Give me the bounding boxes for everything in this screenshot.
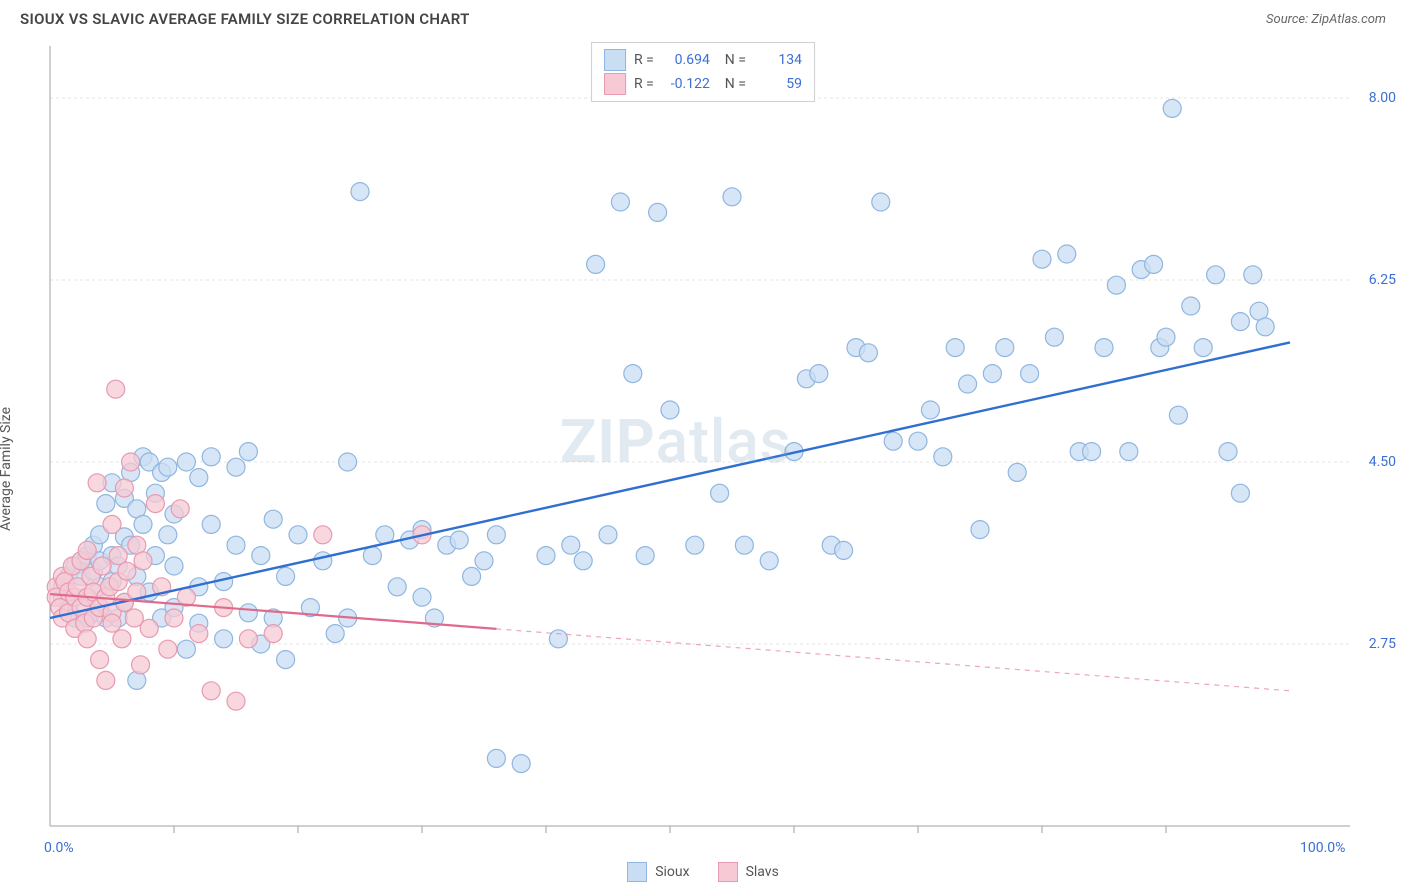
legend-swatch-slavs [604,73,626,95]
y-tick-label: 4.50 [1369,454,1396,470]
x-axis-min-label: 0.0% [44,840,74,856]
legend-r-label: R = [634,76,654,92]
series-legend-slavs: Slavs [718,862,779,882]
chart-source: Source: ZipAtlas.com [1266,12,1386,27]
series-name-slavs: Slavs [746,864,779,880]
correlation-legend: R = 0.694 N = 134 R = -0.122 N = 59 [591,42,815,102]
legend-r-value-sioux: 0.694 [662,52,710,68]
legend-swatch-sioux [627,862,647,882]
legend-n-value-sioux: 134 [754,52,802,68]
chart-header: SIOUX VS SLAVIC AVERAGE FAMILY SIZE CORR… [0,0,1406,36]
series-legend: Sioux Slavs [0,862,1406,882]
legend-r-value-slavs: -0.122 [662,76,710,92]
scatter-plot [0,36,1406,866]
legend-n-label: N = [718,52,746,68]
legend-row-slavs: R = -0.122 N = 59 [604,73,802,95]
series-name-sioux: Sioux [655,864,689,880]
x-axis-max-label: 100.0% [1300,840,1345,856]
series-legend-sioux: Sioux [627,862,689,882]
legend-row-sioux: R = 0.694 N = 134 [604,49,802,71]
y-tick-label: 6.25 [1369,272,1396,288]
y-tick-label: 2.75 [1369,636,1396,652]
chart-area: Average Family Size ZIPatlas R = 0.694 N… [0,36,1406,886]
legend-swatch-sioux [604,49,626,71]
legend-r-label: R = [634,52,654,68]
legend-n-label: N = [718,76,746,92]
y-tick-label: 8.00 [1369,90,1396,106]
chart-title: SIOUX VS SLAVIC AVERAGE FAMILY SIZE CORR… [20,10,470,28]
legend-swatch-slavs [718,862,738,882]
legend-n-value-slavs: 59 [754,76,802,92]
